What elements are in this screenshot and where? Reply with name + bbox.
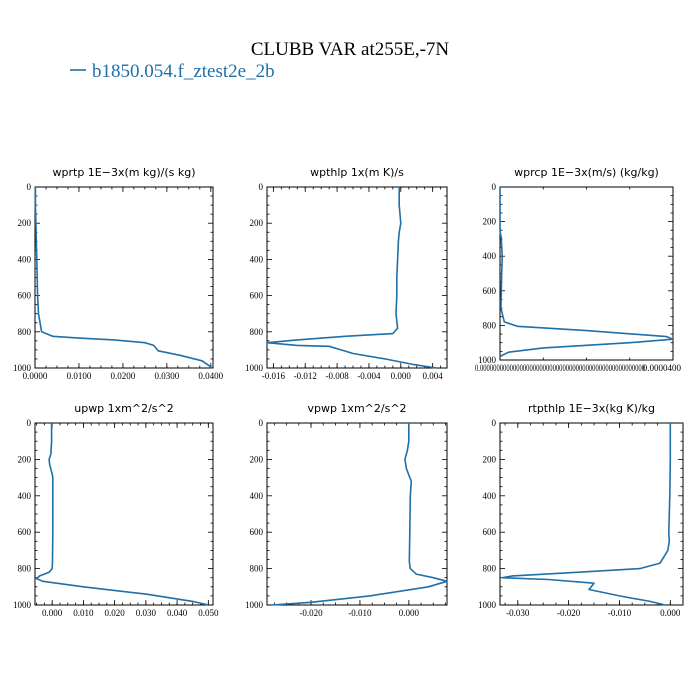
panel-4: upwp 1xm^2/s^2 0 200 400 600 800 1000 0.000 0.01… (13, 402, 219, 618)
y-tick-label: 200 (483, 454, 497, 464)
series-line-1 (501, 423, 672, 606)
series-line-1 (35, 423, 209, 606)
legend-label: b1850.054.f_ztest2e_2b (92, 61, 275, 82)
x-tick-label: 0.004 (423, 371, 444, 381)
panel-6: rtpthlp 1E−3x(kg K)/kg02004006008001000-… (478, 402, 684, 618)
y-tick-label: 800 (483, 564, 497, 574)
y-tick-label: 1000 (13, 363, 32, 373)
y-tick-label: 200 (250, 218, 264, 228)
panel-title: upwp 1xm^2/s^2 (74, 402, 174, 415)
y-tick-label: 200 (18, 454, 32, 464)
y-tick-label: 0 (27, 418, 32, 428)
y-tick-label: 0 (492, 182, 497, 192)
y-tick-label: 800 (250, 327, 264, 337)
y-tick-label: 1000 (13, 600, 32, 610)
x-tick-label: 0.0100 (67, 371, 92, 381)
x-tick-label: 0.030 (136, 608, 157, 618)
x-tick-label: 0.000 (660, 608, 681, 618)
y-tick-label: 400 (250, 254, 264, 264)
y-tick-label: 400 (483, 491, 497, 501)
x-tick-label: 0.0000400 (643, 363, 682, 373)
y-tick-label: 1000 (245, 363, 264, 373)
x-tick-label: -0.020 (299, 608, 323, 618)
panel-title: vpwp 1xm^2/s^2 (307, 402, 406, 415)
panel-2: wpthlp 1x(m K)/s02004006008001000-0.016-… (245, 166, 448, 381)
x-tick-label: 0.0300 (154, 371, 179, 381)
y-tick-label: 800 (250, 564, 264, 574)
panel-5: vpwp 1xm^2/s^2 0 200 400 600 800 1000 -0.020 -0.… (245, 402, 448, 618)
x-tick-label: 0.0400 (198, 371, 223, 381)
x-tick-label: 0.0200 (111, 371, 136, 381)
y-tick-label: 600 (18, 291, 32, 301)
x-tick-label: 0.040 (167, 608, 188, 618)
series-line-1 (499, 187, 674, 358)
y-tick-label: 800 (483, 320, 497, 330)
panels-group: wprtp 1E−3x(m kg)/(s kg) 0 200 400 600 800 100… (13, 166, 684, 618)
y-tick-label: 1000 (478, 600, 497, 610)
y-tick-label: 600 (250, 527, 264, 537)
x-tick-label: 0.050 (198, 608, 219, 618)
x-tick-label: -0.010 (608, 608, 632, 618)
y-tick-label: 800 (18, 564, 32, 574)
x-tick-label: 0.000 (42, 608, 63, 618)
y-tick-label: 200 (250, 454, 264, 464)
series-line-1 (34, 187, 213, 369)
x-tick-label: 0.000 (391, 371, 412, 381)
x-tick-label: -0.004 (357, 371, 381, 381)
y-tick-label: 0 (27, 182, 32, 192)
panel-title: wprcp 1E−3x(m/s) (kg/kg) (514, 166, 659, 179)
x-tick-label: -0.008 (325, 371, 349, 381)
y-tick-label: 200 (483, 217, 497, 227)
panel-1: wprtp 1E−3x(m kg)/(s kg) 0 200 400 600 800 100… (13, 166, 224, 381)
panel-3: wprcp 1E−3x(m/s) (kg/kg) 0 200 400 600 800 100… (475, 166, 682, 373)
y-tick-label: 400 (250, 491, 264, 501)
y-tick-label: 400 (18, 491, 32, 501)
x-tick-label: 0.000 (399, 608, 420, 618)
plot-frame (266, 422, 448, 606)
x-tick-label: 0.010 (73, 608, 94, 618)
y-tick-label: 600 (250, 291, 264, 301)
y-tick-label: 0 (259, 182, 264, 192)
x-tick-label: 0.0000 (23, 371, 48, 381)
plot-frame (34, 422, 214, 606)
x-tick-label: -0.020 (557, 608, 581, 618)
y-tick-label: 400 (483, 251, 497, 261)
x-tick-label: 0.020 (105, 608, 126, 618)
figure-title: CLUBB VAR at255E,-7N (251, 39, 450, 60)
panel-title: wpthlp 1x(m K)/s (310, 166, 404, 179)
y-tick-label: 200 (18, 218, 32, 228)
y-tick-label: 600 (18, 527, 32, 537)
x-tick-label: -0.016 (262, 371, 286, 381)
y-tick-label: 1000 (478, 355, 497, 365)
y-tick-label: 400 (18, 254, 32, 264)
plot-frame (499, 422, 684, 606)
plot-frame (499, 186, 674, 361)
y-tick-label: 1000 (245, 600, 264, 610)
x-tick-label: -0.030 (506, 608, 530, 618)
y-tick-label: 0 (259, 418, 264, 428)
x-tick-label: -0.010 (348, 608, 372, 618)
panel-title: rtpthlp 1E−3x(kg K)/kg (528, 402, 655, 415)
series-line-1 (271, 423, 448, 606)
y-tick-label: 0 (492, 418, 497, 428)
panel-title: wprtp 1E−3x(m kg)/(s kg) (53, 166, 196, 179)
y-tick-label: 600 (483, 286, 497, 296)
x-tick-label: 0.00000000000000000000000000000000000000… (475, 363, 645, 373)
series-line-1 (266, 187, 437, 369)
x-tick-label: -0.012 (294, 371, 317, 381)
y-tick-label: 800 (18, 327, 32, 337)
y-tick-label: 600 (483, 527, 497, 537)
